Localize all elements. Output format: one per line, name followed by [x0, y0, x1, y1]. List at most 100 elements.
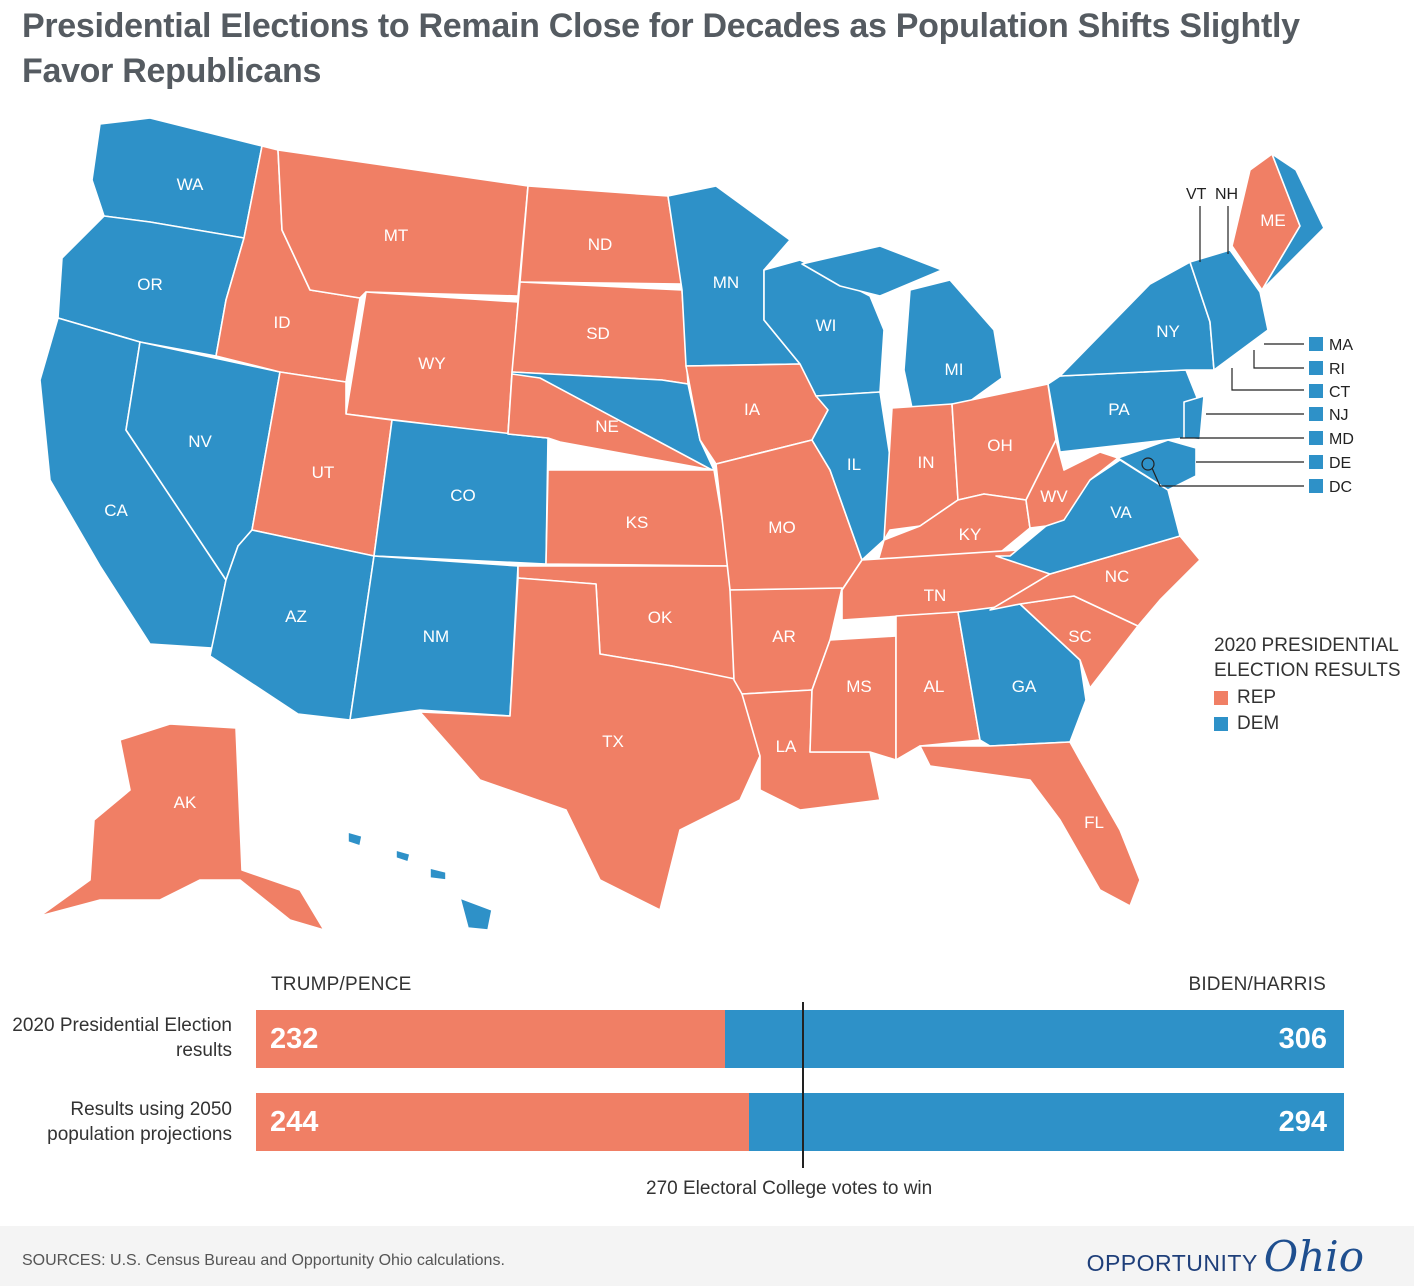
label-mt: MT: [384, 226, 409, 245]
svg-text:DC: DC: [1329, 479, 1352, 496]
label-ks: KS: [626, 513, 649, 532]
svg-text:NJ: NJ: [1329, 407, 1349, 424]
label-wy: WY: [418, 354, 445, 373]
state-al: [895, 611, 981, 761]
label-nv: NV: [188, 432, 212, 451]
label-sd: SD: [586, 324, 610, 343]
label-va: VA: [1110, 503, 1132, 522]
callout-vt-label: VT: [1186, 186, 1207, 203]
label-il: IL: [847, 455, 861, 474]
callout-md: MD: [1180, 431, 1354, 448]
label-ne: NE: [595, 417, 619, 436]
callout-ri: RI: [1253, 350, 1345, 378]
svg-text:DE: DE: [1329, 455, 1351, 472]
label-or: OR: [137, 275, 163, 294]
electoral-bars: TRUMP/PENCE BIDEN/HARRIS 2020 Presidenti…: [0, 960, 1414, 1210]
map-legend: 2020 PRESIDENTIAL ELECTION RESULTS REP D…: [1214, 634, 1404, 735]
label-tn: TN: [924, 586, 947, 605]
label-la: LA: [776, 737, 797, 756]
svg-text:MA: MA: [1329, 337, 1353, 354]
bar-rep-2050: 244: [256, 1093, 750, 1151]
state-hi: [347, 831, 493, 931]
callout-nh-label: NH: [1215, 186, 1238, 203]
bar-rep-value-2020: 232: [270, 1023, 319, 1055]
bar-dem-2050: 294: [749, 1093, 1344, 1151]
state-mt: [277, 149, 529, 299]
legend-title: 2020 PRESIDENTIAL ELECTION RESULTS: [1214, 635, 1401, 681]
label-al: AL: [924, 677, 945, 696]
legend-item-dem: DEM: [1214, 713, 1404, 735]
state-ak: [39, 723, 325, 931]
state-ne-rep: [507, 373, 713, 471]
label-ga: GA: [1012, 677, 1037, 696]
bar-track-2020: 232 306: [256, 1010, 1344, 1068]
label-mi: MI: [945, 360, 964, 379]
bar-dem-value-2020: 306: [1278, 1023, 1327, 1055]
callout-de: DE: [1196, 455, 1351, 472]
brand-word: OPPORTUNITY: [1086, 1250, 1258, 1276]
state-mi: [903, 279, 1003, 409]
right-candidate-label: BIDEN/HARRIS: [1188, 974, 1326, 995]
callout-nj: NJ: [1206, 407, 1349, 424]
row-label-2020: 2020 Presidential Election results: [12, 1015, 232, 1061]
state-nj: [1183, 395, 1205, 441]
state-ne-corner: [1189, 249, 1269, 371]
bar-rep-value-2050: 244: [270, 1106, 319, 1138]
bar-dem-value-2050: 294: [1278, 1106, 1327, 1138]
state-labels: WA OR CA NV ID MT WY UT CO AZ NM ND SD N…: [104, 175, 1286, 832]
label-sc: SC: [1068, 627, 1092, 646]
label-ut: UT: [312, 463, 335, 482]
legend-dem-label: DEM: [1237, 713, 1280, 734]
label-ky: KY: [959, 525, 982, 544]
dem-swatch: [1214, 717, 1228, 731]
label-ia: IA: [744, 400, 761, 419]
label-ms: MS: [846, 677, 872, 696]
label-pa: PA: [1108, 400, 1130, 419]
label-ok: OK: [648, 608, 673, 627]
state-mi-up: [801, 245, 943, 297]
label-nd: ND: [588, 235, 613, 254]
legend-rep-label: REP: [1237, 687, 1277, 708]
state-wv: [1025, 439, 1119, 529]
label-mo: MO: [768, 518, 795, 537]
label-wa: WA: [177, 175, 204, 194]
label-wv: WV: [1040, 487, 1068, 506]
label-ny: NY: [1156, 322, 1180, 341]
label-tx: TX: [602, 732, 624, 751]
row-label-2050: Results using 2050 population projection…: [47, 1099, 232, 1145]
state-fl: [919, 741, 1141, 907]
state-ny: [1059, 261, 1215, 377]
label-id: ID: [274, 313, 291, 332]
threshold-label: 270 Electoral College votes to win: [646, 1178, 933, 1199]
brand-logo: OPPORTUNITY Ohio: [1087, 1232, 1364, 1281]
label-co: CO: [450, 486, 476, 505]
label-az: AZ: [285, 607, 307, 626]
label-ar: AR: [772, 627, 796, 646]
callout-ma: MA: [1264, 337, 1353, 354]
callout-dc: DC: [1141, 457, 1352, 496]
footer: SOURCES: U.S. Census Bureau and Opportun…: [0, 1226, 1414, 1286]
state-tx: [419, 577, 761, 911]
label-in: IN: [918, 453, 935, 472]
svg-text:MD: MD: [1329, 431, 1354, 448]
bar-rep-2020: 232: [256, 1010, 726, 1068]
threshold-line: [802, 1002, 804, 1168]
label-ak: AK: [174, 793, 197, 812]
left-candidate-label: TRUMP/PENCE: [271, 974, 412, 995]
small-state-callouts: VT NH MA RI CT NJ MD: [1141, 186, 1354, 496]
svg-text:CT: CT: [1329, 384, 1351, 401]
bar-dem-2020: 306: [725, 1010, 1344, 1068]
legend-item-rep: REP: [1214, 687, 1404, 709]
svg-text:RI: RI: [1329, 361, 1345, 378]
state-me-dem: [1261, 153, 1325, 291]
label-oh: OH: [987, 436, 1013, 455]
label-nm: NM: [423, 627, 449, 646]
bar-track-2050: 244 294: [256, 1093, 1344, 1151]
rep-swatch: [1214, 691, 1228, 705]
brand-script: Ohio: [1263, 1232, 1364, 1281]
us-election-map: WA OR CA NV ID MT WY UT CO AZ NM ND SD N…: [39, 117, 1354, 931]
label-ca: CA: [104, 501, 128, 520]
label-wi: WI: [816, 316, 837, 335]
label-fl: FL: [1084, 813, 1104, 832]
states-layer: [39, 117, 1325, 931]
